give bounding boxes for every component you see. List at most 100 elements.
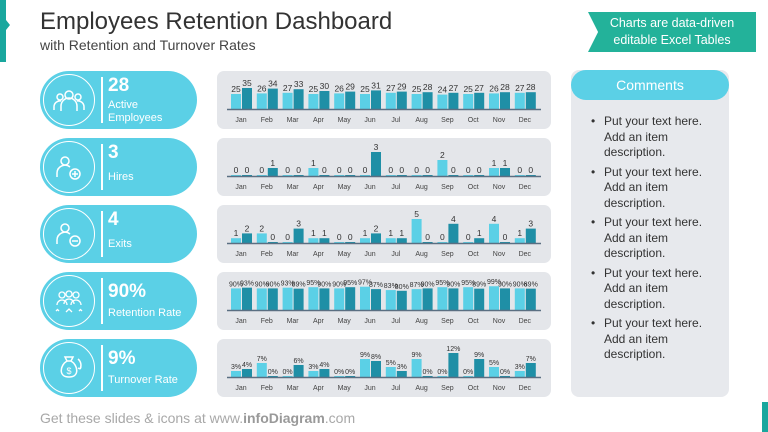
bar <box>525 175 536 176</box>
chart-retention-rate: 90% 93% Jan 90% 90% Feb 93% 89% Mar 95% 90% Apr 90% 9… <box>217 272 551 330</box>
footer-prefix: Get these slides & icons at www. <box>40 410 244 426</box>
tick-label: Dec <box>519 184 532 191</box>
data-label: 25 <box>309 84 319 94</box>
data-label: 83% <box>384 283 398 290</box>
bar <box>231 175 241 176</box>
money-bag-icon: $ <box>43 342 95 394</box>
bar <box>422 175 433 176</box>
bar <box>525 288 536 310</box>
tick-label: Mar <box>287 184 300 191</box>
chart-svg: 90%93%Jan90%90%Feb93%89%Mar95%90%Apr90%9… <box>227 279 541 325</box>
data-label: 0% <box>463 369 473 376</box>
data-label: 90% <box>317 281 331 288</box>
bar <box>293 89 304 109</box>
bar <box>411 359 422 377</box>
tick-label: Sep <box>441 251 454 258</box>
bar <box>360 175 370 176</box>
bar <box>489 168 499 176</box>
data-label: 90% <box>332 281 346 288</box>
bar <box>500 92 510 109</box>
bar <box>437 160 448 176</box>
footer-brand: infoDiagram <box>243 410 325 426</box>
data-label: 0 <box>399 165 404 175</box>
data-label: 1 <box>234 228 239 238</box>
data-label: 0 <box>270 232 275 242</box>
data-label: 0 <box>466 232 471 242</box>
kpi-divider <box>101 345 103 391</box>
data-label: 5% <box>386 360 396 367</box>
badge-line-2: editable Excel Tables <box>613 33 731 47</box>
tick-label: Oct <box>468 318 479 325</box>
bar <box>422 242 433 243</box>
tick-label: Apr <box>313 184 325 191</box>
data-label: 90% <box>255 281 269 288</box>
data-label: 3 <box>374 142 379 152</box>
bar <box>448 353 459 377</box>
bar <box>319 175 330 176</box>
data-label: 90% <box>446 281 460 288</box>
bar <box>360 94 370 109</box>
bar <box>242 233 252 243</box>
data-label: 90% <box>266 281 280 288</box>
data-label: 4% <box>242 362 252 369</box>
data-label: 93% <box>240 281 254 288</box>
data-label: 90% <box>498 281 512 288</box>
comment-item: Put your text here. Add an item descript… <box>591 114 723 161</box>
data-label: 1 <box>503 158 508 168</box>
kpi-value: 90% <box>108 281 147 302</box>
bar <box>293 175 304 176</box>
bar <box>282 92 293 109</box>
accent-bar <box>0 0 10 62</box>
data-label: 1 <box>517 228 522 238</box>
data-label: 3 <box>296 219 301 229</box>
bar <box>463 242 474 243</box>
tick-label: Sep <box>441 385 454 392</box>
data-label: 99% <box>487 279 501 286</box>
bar <box>256 288 267 310</box>
bar <box>525 228 536 243</box>
kpi-exits: 4 Exits <box>40 205 197 263</box>
bar <box>422 288 433 310</box>
data-label: 6% <box>294 358 304 365</box>
data-label: 7% <box>526 356 536 363</box>
data-label: 95% <box>435 280 449 287</box>
data-label: 30 <box>320 81 330 91</box>
kpi-value: 4 <box>108 209 119 230</box>
tick-label: Aug <box>415 318 428 325</box>
bar <box>256 363 267 377</box>
bar <box>282 175 293 176</box>
bar <box>514 238 525 243</box>
data-label: 25 <box>412 84 422 94</box>
tick-label: Jan <box>235 318 246 325</box>
bar <box>385 290 396 310</box>
bar <box>293 365 304 377</box>
data-label: 0 <box>440 232 445 242</box>
bar <box>411 94 422 109</box>
bar <box>282 376 293 377</box>
data-label: 28 <box>500 82 510 92</box>
remove-user-icon <box>43 208 95 260</box>
data-label: 90% <box>513 281 527 288</box>
bar <box>308 94 319 109</box>
data-label: 89% <box>292 282 306 289</box>
page-subtitle: with Retention and Turnover Rates <box>40 37 256 53</box>
bar <box>489 93 499 109</box>
tick-label: Jul <box>391 117 400 124</box>
kpi-value: 28 <box>108 75 130 96</box>
data-label: 0% <box>500 369 510 376</box>
bar <box>308 371 319 377</box>
bar <box>448 92 459 109</box>
tick-label: Sep <box>441 184 454 191</box>
data-label: 34 <box>268 79 278 89</box>
tick-label: Dec <box>519 117 532 124</box>
bar <box>371 233 381 243</box>
bar <box>525 92 536 109</box>
bar <box>345 91 356 109</box>
data-label: 0% <box>437 369 447 376</box>
data-label: 0 <box>477 165 482 175</box>
bar <box>448 223 459 243</box>
kpi-label: Turnover Rate <box>108 374 178 386</box>
bar <box>282 242 293 243</box>
